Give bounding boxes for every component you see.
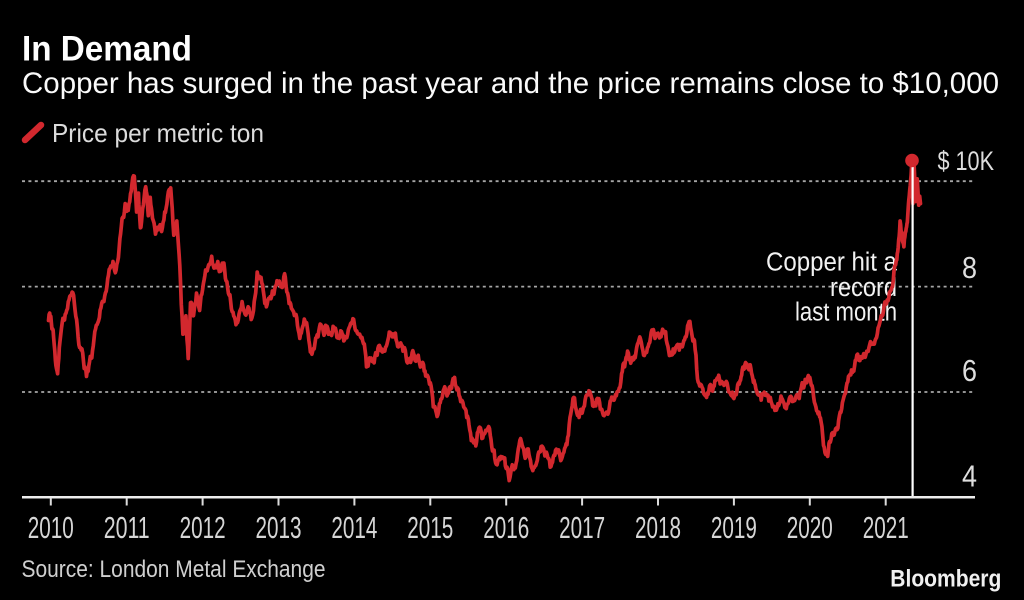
- svg-text:2021: 2021: [863, 510, 909, 545]
- svg-text:2018: 2018: [635, 510, 681, 545]
- svg-text:2014: 2014: [331, 510, 377, 545]
- svg-text:2017: 2017: [559, 510, 605, 545]
- svg-text:2012: 2012: [180, 510, 226, 545]
- svg-text:2015: 2015: [407, 510, 453, 545]
- svg-text:Copper hit a: Copper hit a: [766, 249, 898, 277]
- svg-text:$ 10K: $ 10K: [938, 146, 995, 176]
- svg-text:Bloomberg: Bloomberg: [890, 566, 1001, 593]
- svg-text:record: record: [830, 274, 897, 302]
- svg-text:2020: 2020: [787, 510, 833, 545]
- svg-text:4: 4: [962, 459, 977, 494]
- svg-text:In Demand: In Demand: [22, 30, 192, 69]
- svg-text:2019: 2019: [711, 510, 757, 545]
- svg-text:2011: 2011: [104, 510, 150, 545]
- svg-text:2016: 2016: [483, 510, 529, 545]
- svg-text:2010: 2010: [28, 510, 74, 545]
- svg-text:2013: 2013: [256, 510, 302, 545]
- svg-text:Source: London Metal Exchange: Source: London Metal Exchange: [22, 556, 326, 583]
- svg-text:Price per metric ton: Price per metric ton: [52, 118, 264, 148]
- svg-text:Copper has surged in the past: Copper has surged in the past year and t…: [22, 67, 999, 100]
- svg-text:6: 6: [962, 353, 977, 388]
- svg-text:8: 8: [962, 250, 977, 285]
